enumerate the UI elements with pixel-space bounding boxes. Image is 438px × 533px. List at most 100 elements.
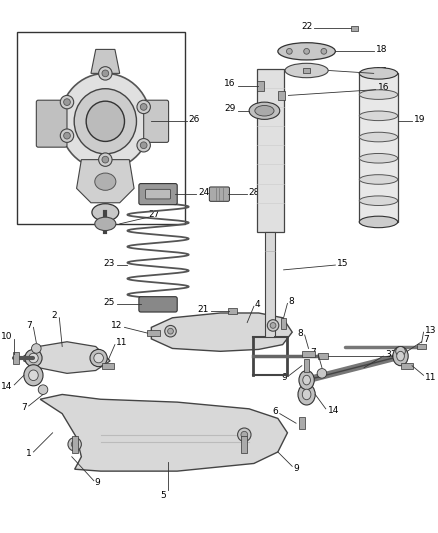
Text: 16: 16 [378, 83, 389, 92]
FancyBboxPatch shape [139, 297, 177, 312]
Ellipse shape [303, 375, 311, 385]
Ellipse shape [396, 346, 405, 356]
Bar [257, 81, 264, 91]
Text: 11: 11 [425, 373, 437, 382]
Bar [241, 435, 247, 453]
Text: 27: 27 [148, 210, 160, 219]
Bar [402, 363, 413, 369]
Ellipse shape [359, 175, 398, 184]
Text: 22: 22 [301, 22, 312, 31]
Bar [147, 330, 160, 336]
Ellipse shape [359, 196, 398, 206]
Ellipse shape [285, 63, 328, 78]
Ellipse shape [28, 353, 38, 363]
Ellipse shape [317, 369, 327, 378]
Text: 3: 3 [385, 350, 391, 359]
Text: 29: 29 [224, 104, 236, 114]
Ellipse shape [359, 90, 398, 99]
Bar [351, 26, 358, 31]
Text: 9: 9 [282, 373, 287, 382]
Bar [229, 308, 237, 314]
Text: 24: 24 [198, 188, 209, 197]
Text: 13: 13 [425, 326, 437, 335]
Bar [278, 91, 285, 100]
Ellipse shape [140, 142, 147, 149]
Ellipse shape [102, 70, 109, 77]
Ellipse shape [94, 353, 103, 363]
Ellipse shape [92, 204, 119, 221]
Bar [304, 359, 310, 373]
Ellipse shape [60, 74, 151, 169]
Bar [299, 417, 305, 429]
Ellipse shape [241, 431, 247, 438]
Ellipse shape [299, 370, 314, 390]
Bar [13, 352, 19, 364]
Text: 26: 26 [189, 115, 200, 124]
Ellipse shape [397, 351, 404, 361]
Ellipse shape [71, 441, 78, 448]
Ellipse shape [64, 132, 71, 139]
Ellipse shape [302, 389, 311, 400]
Ellipse shape [359, 217, 398, 227]
Ellipse shape [165, 326, 176, 337]
Text: 9: 9 [293, 464, 299, 473]
Text: 8: 8 [297, 329, 303, 337]
Bar [265, 231, 275, 337]
Ellipse shape [32, 344, 41, 353]
FancyBboxPatch shape [144, 100, 169, 142]
Ellipse shape [255, 106, 274, 116]
Ellipse shape [286, 49, 292, 54]
FancyBboxPatch shape [139, 183, 177, 205]
Text: 4: 4 [255, 300, 261, 309]
Polygon shape [40, 394, 287, 471]
Ellipse shape [68, 438, 81, 451]
Text: 17: 17 [376, 67, 387, 76]
Ellipse shape [278, 43, 336, 60]
Ellipse shape [359, 216, 398, 228]
Text: 20: 20 [390, 350, 401, 359]
Text: 25: 25 [103, 298, 115, 307]
Ellipse shape [359, 132, 398, 142]
Text: 28: 28 [248, 188, 259, 197]
Ellipse shape [95, 217, 116, 231]
Ellipse shape [64, 99, 71, 106]
Text: 23: 23 [103, 259, 115, 268]
Text: 2: 2 [52, 311, 57, 320]
Ellipse shape [38, 385, 48, 394]
Ellipse shape [359, 154, 398, 163]
Ellipse shape [298, 384, 315, 405]
Polygon shape [24, 342, 110, 374]
Ellipse shape [140, 103, 147, 110]
Bar [303, 68, 311, 74]
Ellipse shape [359, 111, 398, 120]
Ellipse shape [249, 102, 280, 119]
Text: 7: 7 [424, 335, 429, 344]
Ellipse shape [86, 101, 124, 141]
Ellipse shape [28, 370, 38, 381]
Text: 19: 19 [414, 115, 425, 124]
Ellipse shape [137, 139, 150, 152]
Bar [417, 344, 427, 350]
Text: 10: 10 [1, 333, 12, 342]
Text: 12: 12 [111, 321, 123, 330]
Ellipse shape [393, 346, 408, 366]
Ellipse shape [321, 49, 327, 54]
Text: 15: 15 [337, 259, 349, 268]
Bar [257, 69, 283, 231]
Ellipse shape [99, 67, 112, 80]
Bar [17, 32, 185, 224]
Ellipse shape [60, 129, 74, 142]
Bar [318, 353, 328, 359]
Ellipse shape [168, 328, 173, 334]
Polygon shape [152, 313, 292, 351]
Text: 7: 7 [311, 348, 316, 357]
Ellipse shape [267, 320, 279, 331]
Text: 7: 7 [26, 321, 32, 330]
Bar [281, 318, 286, 329]
Text: 18: 18 [376, 45, 387, 54]
Ellipse shape [137, 100, 150, 114]
Text: 16: 16 [224, 79, 236, 88]
Bar [302, 351, 315, 357]
Text: 1: 1 [26, 449, 32, 458]
Text: 6: 6 [272, 407, 278, 416]
